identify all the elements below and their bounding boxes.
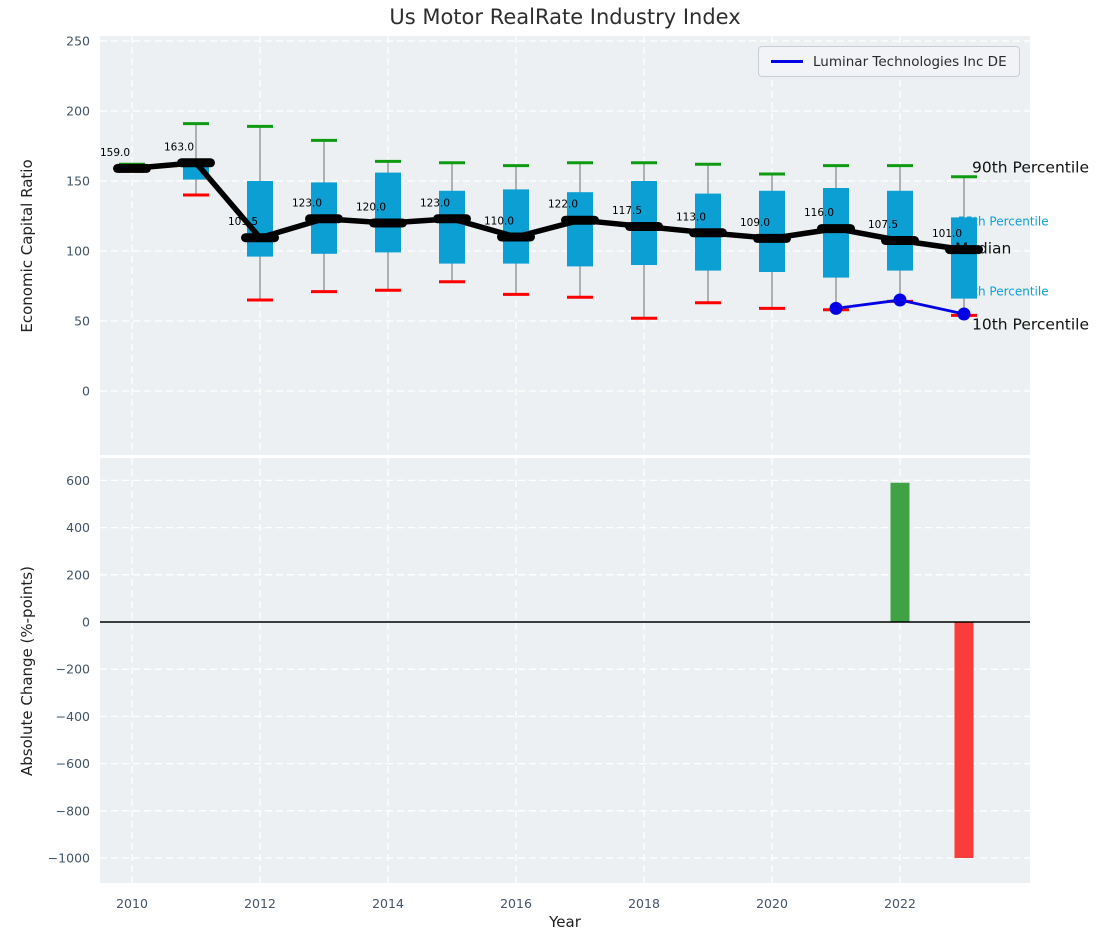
median-value-label: 109.5: [228, 216, 258, 228]
bottom-plot-background: [100, 458, 1030, 883]
median-marker-2012: [241, 233, 279, 243]
change-bar-2022: [890, 482, 910, 622]
x-tick-label: 2010: [116, 896, 148, 911]
x-tick-label: 2014: [372, 896, 404, 911]
bottom-y-tick-label: −400: [56, 709, 90, 724]
median-marker-2015: [433, 214, 471, 224]
median-marker-2019: [689, 228, 727, 238]
top-y-tick-label: 250: [66, 34, 90, 49]
median-marker-2010: [113, 163, 151, 173]
median-marker-2011: [177, 158, 215, 168]
company-point-2022: [893, 293, 907, 307]
bottom-y-axis-label: Absolute Change (%-points): [18, 566, 36, 776]
top-y-tick-label: 200: [66, 104, 90, 119]
iqr-box-2014: [375, 172, 401, 253]
median-marker-2023: [945, 245, 983, 255]
median-value-label: 123.0: [292, 197, 322, 209]
bottom-y-tick-label: 400: [66, 520, 90, 535]
bottom-y-tick-label: 600: [66, 473, 90, 488]
iqr-box-2017: [567, 192, 593, 267]
percentile-annotation: 25th Percentile: [958, 285, 1049, 299]
legend: Luminar Technologies Inc DE: [758, 46, 1020, 77]
iqr-box-2012: [247, 181, 273, 257]
company-point-2023: [957, 307, 971, 321]
x-axis-label: Year: [549, 913, 581, 931]
iqr-box-2022: [887, 190, 913, 271]
top-y-axis-label: Economic Capital Ratio: [18, 159, 36, 333]
median-value-label: 107.5: [868, 219, 898, 231]
chart-title: Us Motor RealRate Industry Index: [389, 5, 741, 29]
iqr-box-2020: [759, 190, 785, 272]
median-marker-2013: [305, 214, 343, 224]
bottom-y-tick-label: −200: [56, 662, 90, 677]
change-bar-2023: [954, 622, 974, 858]
company-point-2021: [829, 301, 843, 315]
x-tick-label: 2016: [500, 896, 532, 911]
bottom-y-tick-label: 200: [66, 567, 90, 582]
median-value-label: 163.0: [164, 141, 194, 153]
x-tick-label: 2012: [244, 896, 276, 911]
iqr-box-2023: [951, 217, 977, 299]
percentile-annotation: 90th Percentile: [972, 159, 1089, 177]
median-marker-2016: [497, 232, 535, 242]
top-y-tick-label: 150: [66, 174, 90, 189]
median-marker-2020: [753, 233, 791, 243]
median-marker-2018: [625, 222, 663, 231]
legend-line-sample-icon: [771, 60, 803, 63]
median-value-label: 122.0: [548, 199, 578, 211]
iqr-box-2016: [503, 189, 529, 264]
median-value-label: 159.0: [100, 147, 130, 159]
x-tick-label: 2018: [628, 896, 660, 911]
median-value-label: 117.5: [612, 205, 642, 217]
iqr-box-2015: [439, 190, 465, 264]
bottom-y-tick-label: −1000: [48, 851, 90, 866]
top-y-tick-label: 50: [74, 314, 90, 329]
bottom-y-tick-label: −600: [56, 756, 90, 771]
x-tick-label: 2020: [756, 896, 788, 911]
median-value-label: 109.0: [740, 217, 770, 229]
median-marker-2014: [369, 218, 407, 228]
median-marker-2022: [881, 236, 919, 245]
bottom-y-tick-label: 0: [82, 615, 90, 630]
percentile-annotation: 75th Percentile: [958, 215, 1049, 229]
median-value-label: 113.0: [676, 211, 706, 223]
x-tick-label: 2022: [884, 896, 916, 911]
median-marker-2017: [561, 215, 599, 225]
legend-label: Luminar Technologies Inc DE: [813, 53, 1007, 70]
median-value-label: 116.0: [804, 207, 834, 219]
percentile-annotation: 10th Percentile: [972, 315, 1089, 333]
median-marker-2021: [817, 224, 855, 234]
median-value-label: 110.0: [484, 216, 514, 228]
median-value-label: 123.0: [420, 197, 450, 209]
top-y-tick-label: 100: [66, 244, 90, 259]
top-y-tick-label: 0: [82, 384, 90, 399]
bottom-y-tick-label: −800: [56, 803, 90, 818]
median-value-label: 101.0: [932, 228, 962, 240]
median-value-label: 120.0: [356, 202, 386, 214]
